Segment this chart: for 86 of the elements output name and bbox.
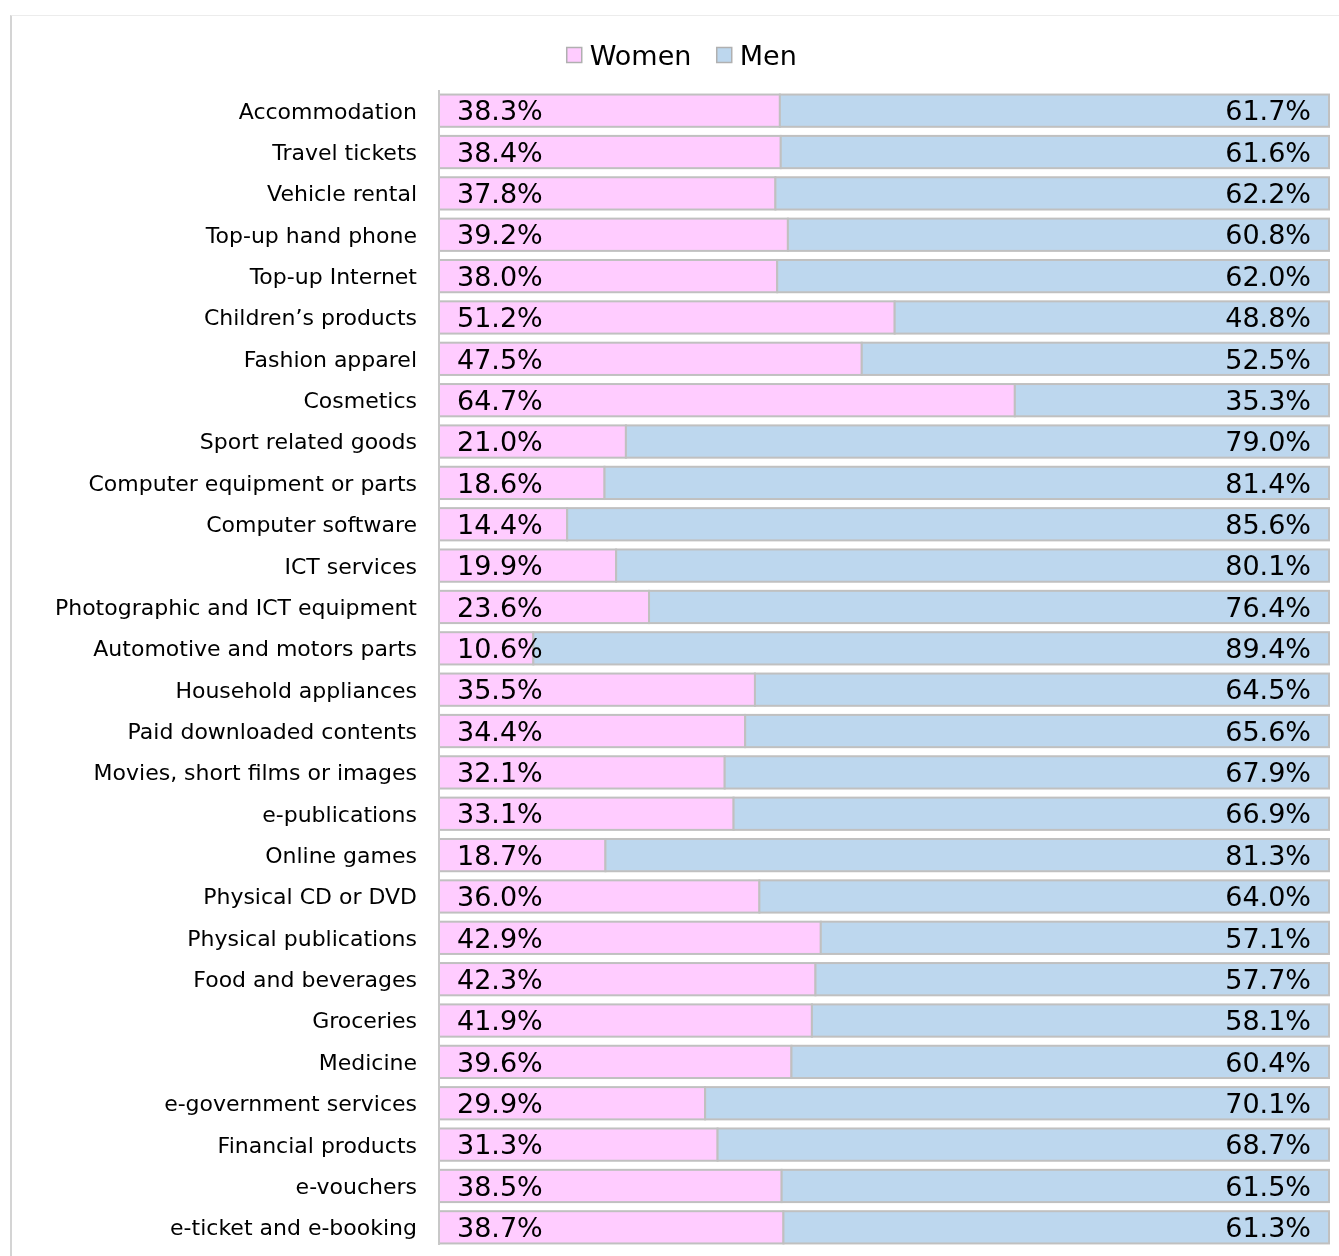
y-tick-label: Accommodation [238, 98, 417, 124]
data-label: 85.6% [1225, 508, 1311, 540]
data-label: 38.0% [457, 260, 543, 292]
data-label: 64.5% [1225, 674, 1311, 706]
data-label: 48.8% [1225, 302, 1311, 334]
data-label: 70.1% [1225, 1087, 1311, 1119]
data-label: 31.3% [457, 1129, 543, 1161]
y-tick-label: Physical CD or DVD [203, 884, 417, 910]
y-tick-label: Physical publications [187, 925, 417, 951]
data-label: 60.8% [1225, 219, 1311, 251]
legend-label: Men [739, 39, 797, 71]
data-label: 37.8% [457, 178, 543, 210]
data-label: 65.6% [1225, 715, 1311, 747]
data-label: 33.1% [457, 798, 543, 830]
y-tick-label: Movies, short films or images [93, 760, 417, 786]
data-label: 61.5% [1225, 1170, 1311, 1202]
y-tick-label: Automotive and motors parts [93, 636, 417, 662]
y-tick-label: Medicine [318, 1049, 417, 1075]
data-label: 76.4% [1225, 591, 1311, 623]
data-label: 66.9% [1225, 798, 1311, 830]
y-tick-label: Photographic and ICT equipment [54, 594, 418, 620]
y-tick-label: Computer software [206, 512, 417, 538]
data-label: 36.0% [457, 881, 543, 913]
data-label: 34.4% [457, 715, 543, 747]
data-label: 42.9% [457, 922, 543, 954]
data-label: 23.6% [457, 591, 543, 623]
y-tick-label: Cosmetics [303, 388, 417, 414]
y-tick-label: Travel tickets [271, 139, 417, 165]
data-label: 35.5% [457, 674, 543, 706]
y-tick-label: Paid downloaded contents [127, 718, 417, 744]
data-label: 62.2% [1225, 178, 1311, 210]
y-tick-label: Vehicle rental [267, 181, 417, 207]
data-label: 81.4% [1225, 467, 1311, 499]
data-label: 58.1% [1225, 1005, 1311, 1037]
y-tick-label: Online games [265, 843, 417, 869]
data-label: 61.7% [1225, 95, 1311, 127]
legend-label: Women [589, 39, 692, 71]
data-label: 67.9% [1225, 757, 1311, 789]
data-label: 57.7% [1225, 963, 1311, 995]
data-label: 18.7% [457, 839, 543, 871]
data-label: 39.2% [457, 219, 543, 251]
y-tick-label: e-vouchers [295, 1173, 417, 1199]
data-label: 29.9% [457, 1087, 543, 1119]
data-label: 60.4% [1225, 1046, 1311, 1078]
data-label: 18.6% [457, 467, 543, 499]
data-label: 38.3% [457, 95, 543, 127]
y-tick-label: ICT services [284, 553, 417, 579]
y-tick-label: Computer equipment or parts [88, 470, 417, 496]
data-label: 52.5% [1225, 343, 1311, 375]
data-label: 89.4% [1225, 633, 1311, 665]
data-label: 38.5% [457, 1170, 543, 1202]
y-tick-label: Children’s products [203, 305, 417, 331]
data-label: 21.0% [457, 426, 543, 458]
data-label: 14.4% [457, 508, 543, 540]
data-label: 19.9% [457, 550, 543, 582]
y-tick-label: Top-up hand phone [204, 222, 417, 248]
y-tick-label: Food and beverages [193, 967, 417, 993]
data-label: 32.1% [457, 757, 543, 789]
y-tick-label: e-government services [164, 1091, 417, 1117]
data-label: 10.6% [457, 633, 543, 665]
data-label: 68.7% [1225, 1129, 1311, 1161]
data-label: 64.0% [1225, 881, 1311, 913]
y-tick-label: e-publications [262, 801, 417, 827]
y-tick-label: Fashion apparel [243, 346, 417, 372]
y-tick-label: Financial products [217, 1132, 417, 1158]
data-label: 62.0% [1225, 260, 1311, 292]
data-label: 51.2% [457, 302, 543, 334]
y-tick-label: Top-up Internet [248, 264, 418, 290]
data-label: 81.3% [1225, 839, 1311, 871]
y-tick-label: Household appliances [175, 677, 417, 703]
data-label: 64.7% [457, 384, 543, 416]
data-label: 38.4% [457, 136, 543, 168]
data-label: 57.1% [1225, 922, 1311, 954]
data-label: 80.1% [1225, 550, 1311, 582]
y-tick-label: Groceries [312, 1008, 417, 1034]
y-tick-label: e-ticket and e-booking [170, 1215, 417, 1241]
data-label: 38.7% [457, 1212, 543, 1244]
y-tick-label: Sport related goods [199, 429, 417, 455]
data-label: 41.9% [457, 1005, 543, 1037]
data-label: 79.0% [1225, 426, 1311, 458]
data-label: 61.3% [1225, 1212, 1311, 1244]
data-label: 42.3% [457, 963, 543, 995]
data-label: 61.6% [1225, 136, 1311, 168]
data-label: 47.5% [457, 343, 543, 375]
data-label: 35.3% [1225, 384, 1311, 416]
data-label: 39.6% [457, 1046, 543, 1078]
